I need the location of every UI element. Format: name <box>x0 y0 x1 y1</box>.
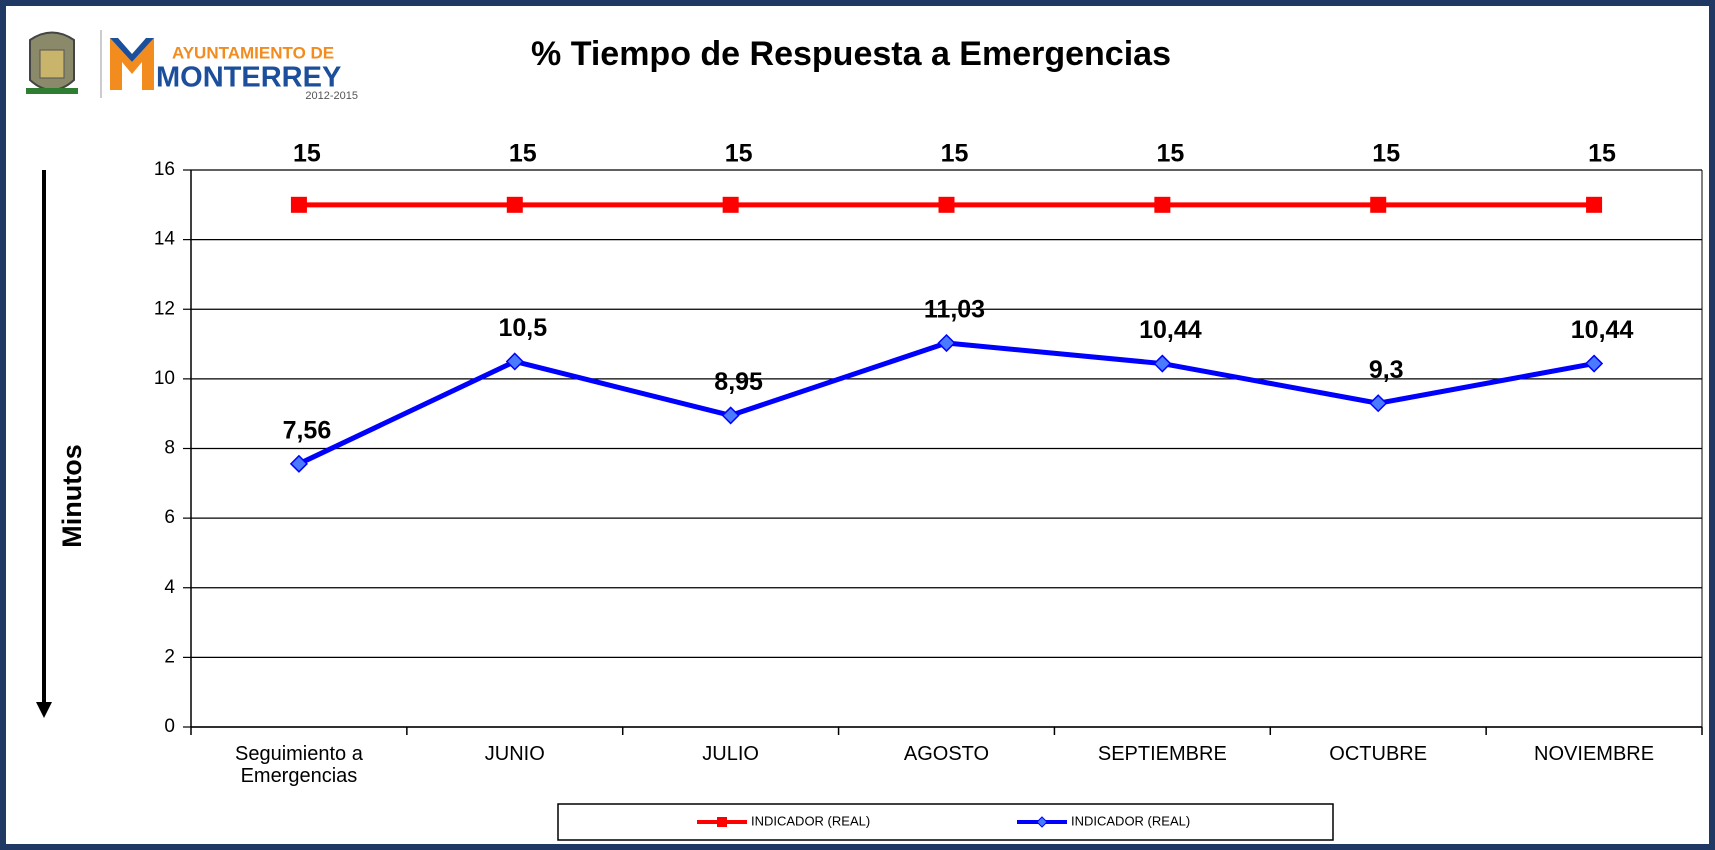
y-tick-label: 14 <box>154 229 176 250</box>
point <box>290 196 307 213</box>
point <box>1153 354 1172 373</box>
data-label: 10,5 <box>498 314 547 342</box>
data-label: 10,44 <box>1139 316 1202 344</box>
point <box>722 196 739 213</box>
legend-box <box>557 803 1334 841</box>
y-tick-label: 10 <box>154 368 175 389</box>
y-tick-label: 6 <box>164 507 175 528</box>
x-tick-label: AGOSTO <box>903 743 990 765</box>
x-tick-label: SEPTIEMBRE <box>1097 743 1227 765</box>
data-label: 15 <box>941 139 969 167</box>
chart-title: % Tiempo de Respuesta a Emergencias <box>531 35 1171 73</box>
x-tick-label: NOVIEMBRE <box>1534 743 1655 765</box>
point <box>1586 196 1603 213</box>
x-tick-label: JULIO <box>702 743 759 765</box>
data-label: 9,3 <box>1369 356 1404 384</box>
y-tick-label: 8 <box>164 438 175 459</box>
x-tick-label: JUNIO <box>484 743 545 765</box>
x-tick-label: OCTUBRE <box>1329 743 1428 765</box>
point <box>1585 354 1604 373</box>
point <box>938 196 955 213</box>
data-label: 15 <box>1156 139 1184 167</box>
data-label: 15 <box>725 139 753 167</box>
y-tick-label: 16 <box>154 159 175 180</box>
x-tick-label: Seguimiento a Emergencias <box>234 743 363 787</box>
y-tick-label: 4 <box>164 577 175 598</box>
shield <box>39 49 65 79</box>
logo-text: MONTERREY <box>156 62 341 94</box>
data-label: 15 <box>293 139 321 167</box>
logo-m <box>110 38 154 90</box>
data-label: 15 <box>1588 139 1616 167</box>
y-tick-label: 0 <box>164 716 175 737</box>
ribbon <box>26 88 78 94</box>
point <box>1154 196 1171 213</box>
legend-label: INDICADOR (REAL) <box>751 813 870 828</box>
point <box>937 333 956 353</box>
data-label: 15 <box>509 139 537 167</box>
y-tick-label: 2 <box>164 646 175 667</box>
arrow-head <box>36 702 52 718</box>
logo-text: AYUNTAMIENTO DE <box>172 43 334 62</box>
data-label: 7,56 <box>283 416 332 444</box>
logo-years: 2012-2015 <box>305 90 358 102</box>
point <box>289 454 308 473</box>
data-label: 10,44 <box>1571 316 1634 344</box>
legend-label: INDICADOR (REAL) <box>1071 813 1190 828</box>
data-label: 8,95 <box>714 368 763 396</box>
y-tick-label: 12 <box>154 298 175 319</box>
logo-m-top <box>110 38 154 62</box>
legend-marker <box>1036 816 1048 828</box>
data-label: 11,03 <box>924 296 985 324</box>
y-axis-label: Minutos <box>57 444 87 547</box>
logo: AYUNTAMIENTO DE MONTERREY 2012-2015 <box>26 30 358 102</box>
point <box>1370 196 1387 213</box>
legend-marker <box>717 817 727 827</box>
point <box>721 406 740 425</box>
point <box>1369 394 1388 413</box>
point <box>506 196 523 213</box>
data-label: 15 <box>1372 139 1400 167</box>
point <box>505 352 524 371</box>
